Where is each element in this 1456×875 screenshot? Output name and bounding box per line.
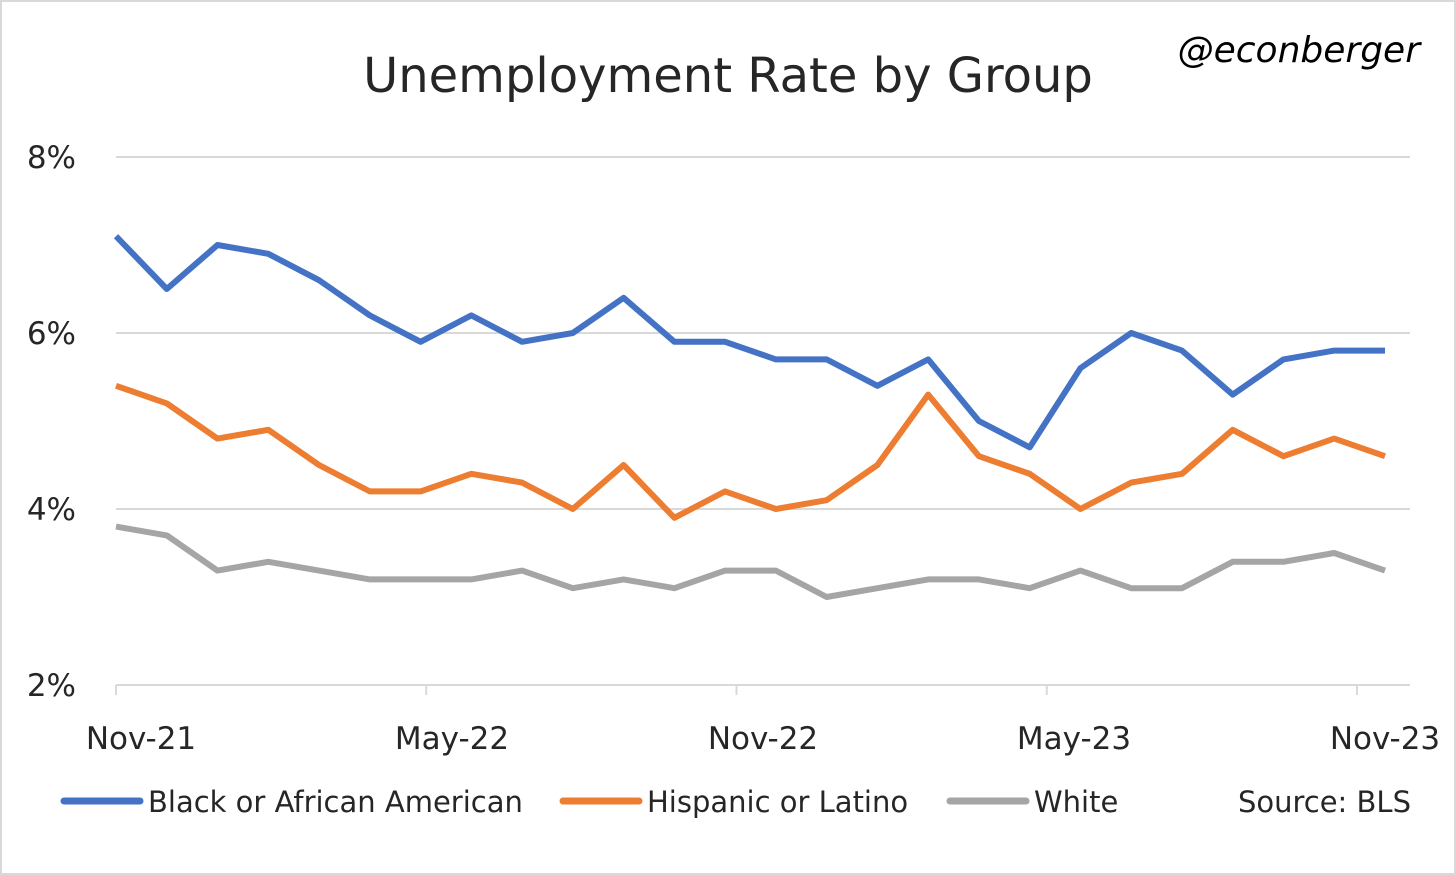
legend-label-black: Black or African American <box>148 785 523 819</box>
series-line-black <box>113 234 1385 451</box>
chart-title: Unemployment Rate by Group <box>363 48 1093 104</box>
legend-label-hispanic: Hispanic or Latino <box>647 785 908 819</box>
legend-label-white: White <box>1034 785 1118 819</box>
series-line-hispanic <box>115 382 1386 521</box>
y-tick-label: 2% <box>27 668 76 704</box>
y-tick-label: 6% <box>27 316 76 352</box>
x-tick-label: May-22 <box>395 721 509 757</box>
x-tick-label: Nov-21 <box>86 721 196 757</box>
x-tick-label: May-23 <box>1017 721 1131 757</box>
x-tick-label: Nov-23 <box>1330 721 1440 757</box>
x-axis <box>115 684 1410 695</box>
y-tick-label: 8% <box>27 140 76 176</box>
x-tick-label: Nov-22 <box>708 721 818 757</box>
source-note: Source: BLS <box>1238 785 1411 819</box>
y-tick-label: 4% <box>27 492 76 528</box>
x-axis-tick-labels: Nov-21 May-22 Nov-22 May-23 Nov-23 <box>86 721 1440 757</box>
series-line-white <box>115 523 1386 600</box>
gridlines <box>116 156 1410 510</box>
series-lines <box>113 234 1386 600</box>
y-axis-tick-labels: 8% 6% 4% 2% <box>27 140 76 704</box>
legend: Black or African American Hispanic or La… <box>60 785 1411 819</box>
author-handle: @econberger <box>1178 30 1423 71</box>
